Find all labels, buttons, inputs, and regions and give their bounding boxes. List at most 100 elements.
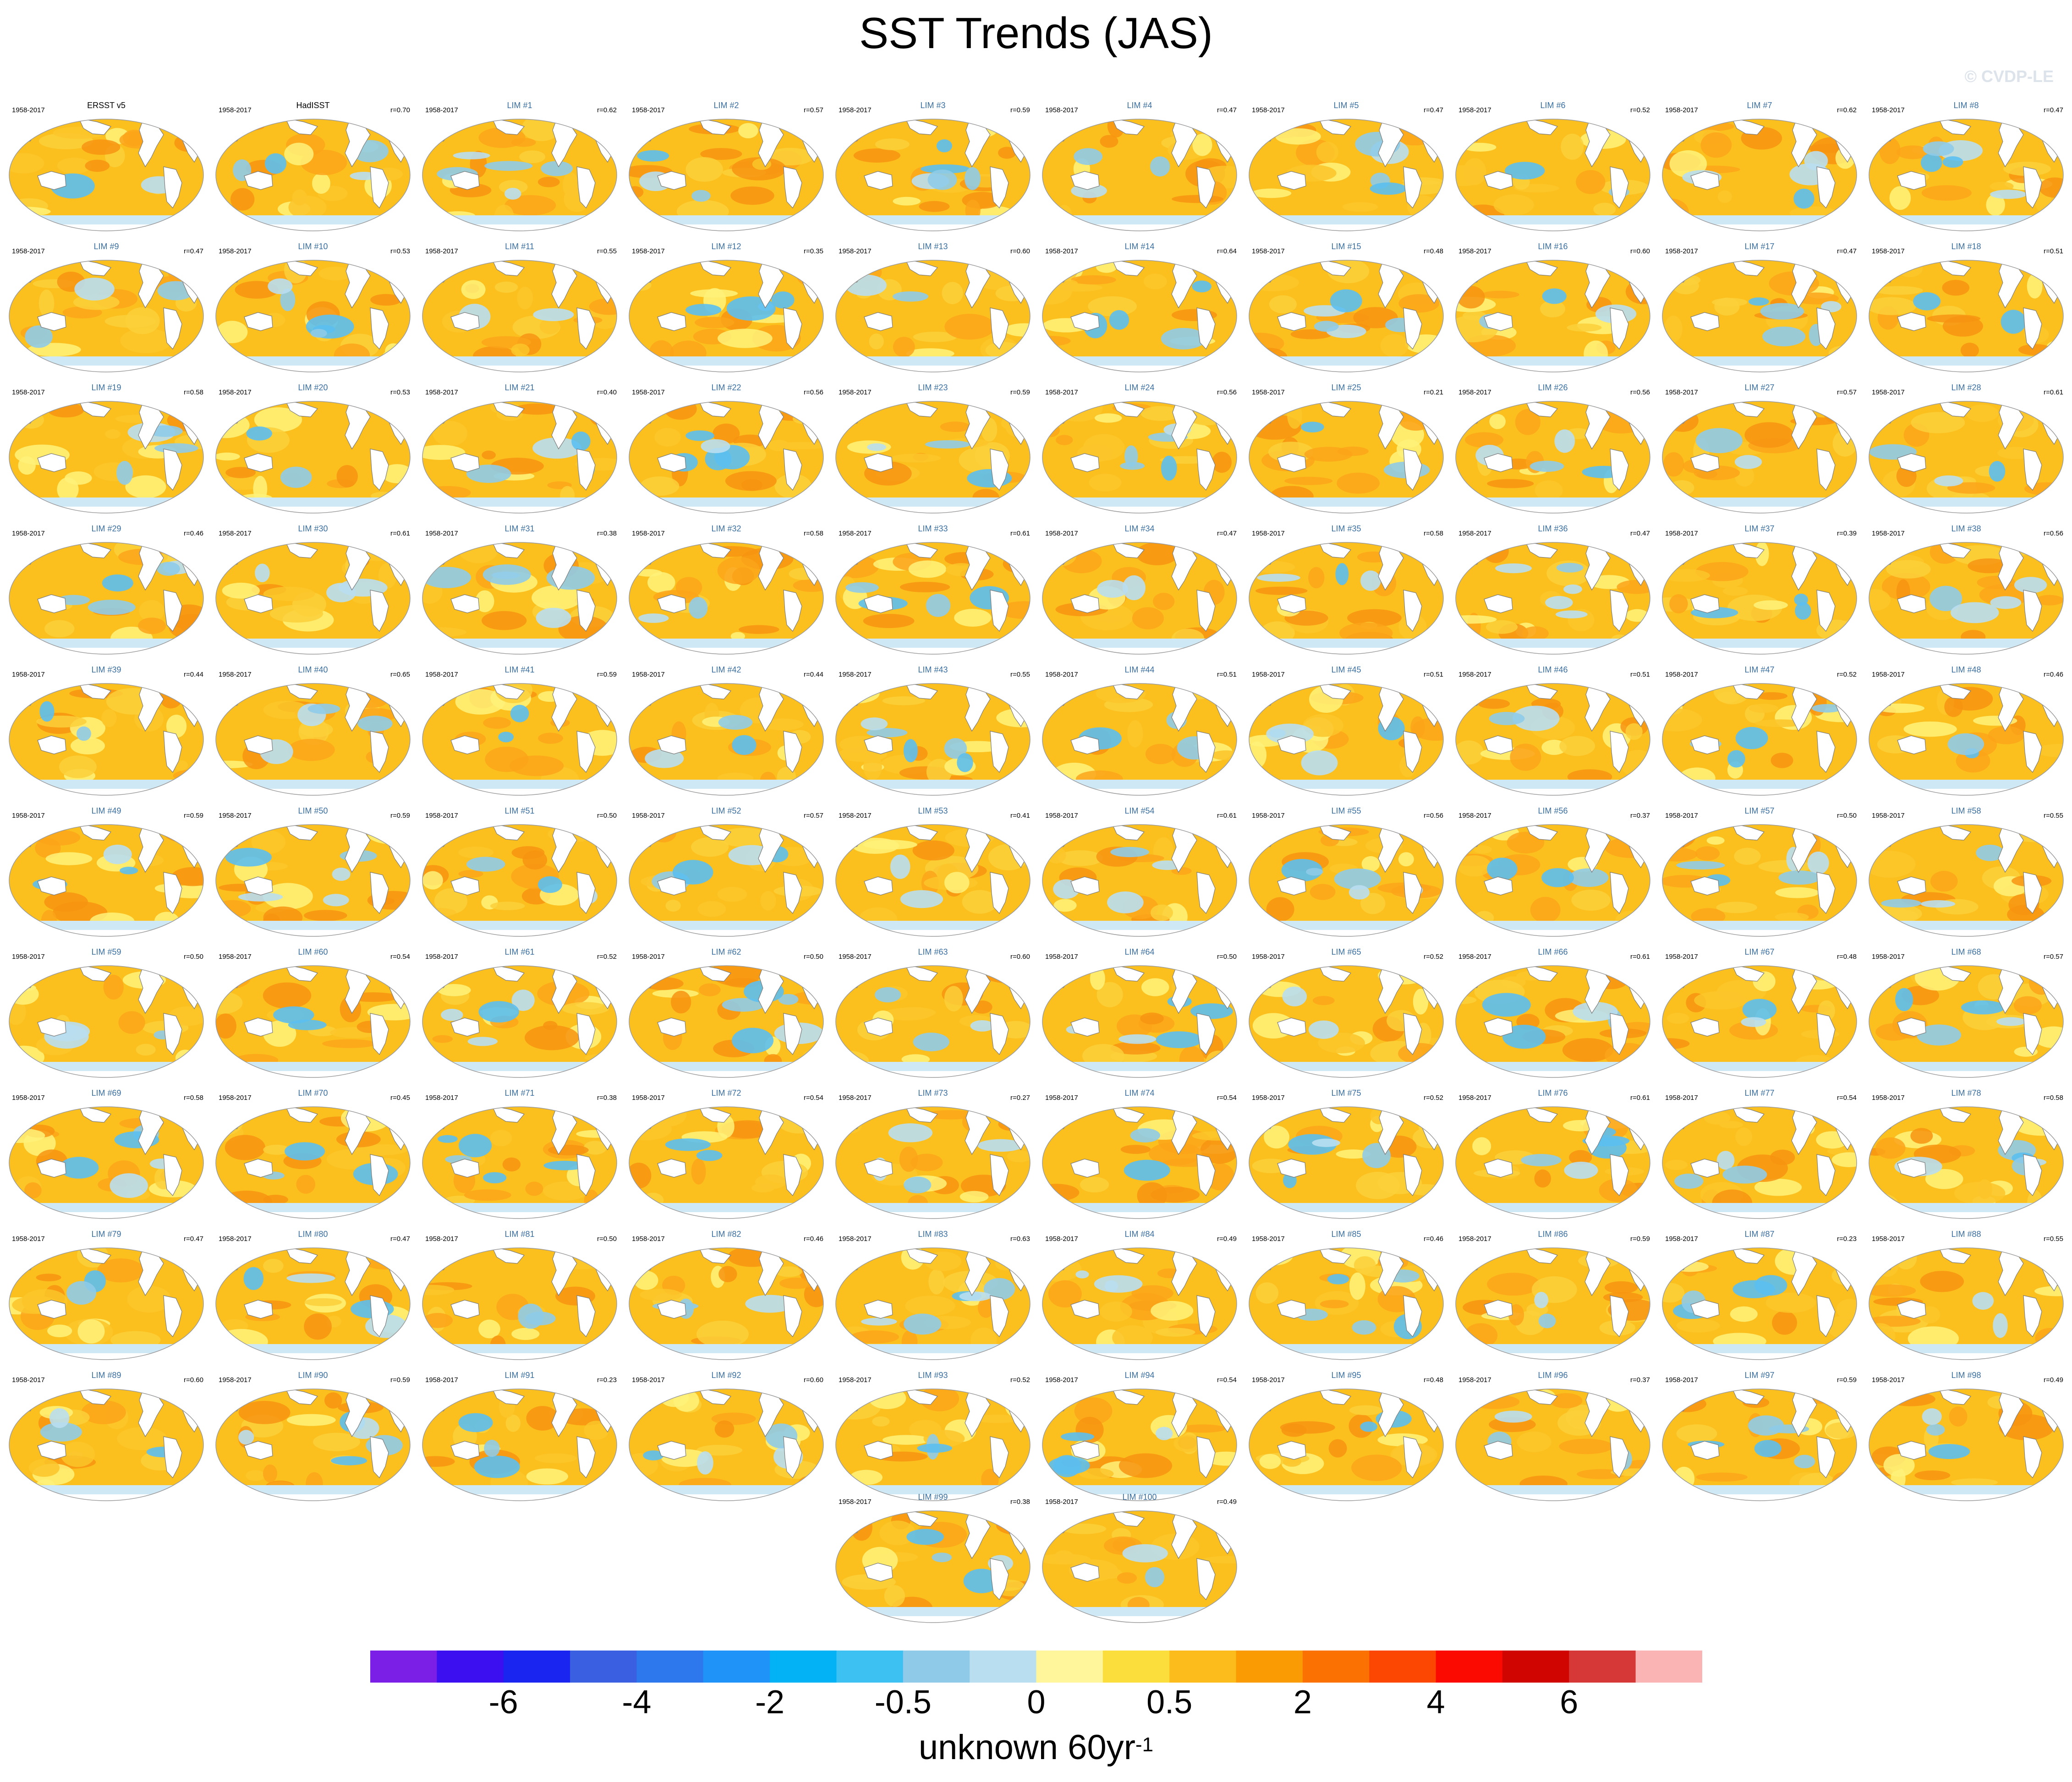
panel-pattern-correlation: r=0.46 — [1424, 1235, 1443, 1243]
sst-trend-map — [1042, 119, 1237, 231]
panel-period-label: 1958-2017 — [632, 1376, 665, 1384]
sst-trend-map — [1249, 260, 1444, 372]
panel-period-label: 1958-2017 — [1872, 1235, 1905, 1243]
colorbar — [370, 1651, 1702, 1683]
panel-pattern-correlation: r=0.59 — [597, 671, 617, 678]
panel-title: LIM #96 — [1538, 1371, 1568, 1380]
panel-pattern-correlation: r=0.47 — [184, 247, 203, 255]
map-panel: 1958-2017 LIM #28 r=0.61 — [1865, 380, 2067, 518]
panel-pattern-correlation: r=0.59 — [390, 1376, 410, 1384]
panel-period-label: 1958-2017 — [632, 1094, 665, 1102]
sst-trend-map — [1249, 1247, 1444, 1360]
sst-trend-map — [422, 965, 617, 1078]
panel-period-label: 1958-2017 — [1252, 1094, 1285, 1102]
map-panel: 1958-2017 LIM #37 r=0.39 — [1659, 521, 1860, 659]
panel-period-label: 1958-2017 — [1252, 530, 1285, 537]
panel-title: LIM #45 — [1331, 665, 1361, 674]
colorbar-tick-label: 2 — [1293, 1684, 1312, 1721]
panel-title: LIM #32 — [711, 524, 741, 533]
panel-title: LIM #42 — [711, 665, 741, 674]
panel-period-label: 1958-2017 — [219, 530, 252, 537]
panel-title: LIM #87 — [1744, 1230, 1775, 1239]
map-panel: 1958-2017 LIM #96 r=0.37 — [1452, 1368, 1654, 1505]
map-panel: 1958-2017 LIM #33 r=0.61 — [832, 521, 1034, 659]
panel-title: LIM #88 — [1951, 1230, 1981, 1239]
map-panel: 1958-2017 LIM #84 r=0.49 — [1039, 1227, 1240, 1364]
panel-title: LIM #70 — [298, 1088, 328, 1098]
map-panel: 1958-2017 LIM #1 r=0.62 — [419, 98, 620, 235]
panel-period-label: 1958-2017 — [219, 388, 252, 396]
panel-title: LIM #84 — [1124, 1230, 1155, 1239]
map-panel: 1958-2017 LIM #38 r=0.56 — [1865, 521, 2067, 659]
panel-period-label: 1958-2017 — [1045, 388, 1078, 396]
sst-trend-map — [1662, 1106, 1857, 1219]
panel-title: LIM #82 — [711, 1230, 741, 1239]
sst-trend-map — [1869, 119, 2064, 231]
sst-trend-map — [629, 401, 824, 514]
map-panel: 1958-2017 LIM #17 r=0.47 — [1659, 239, 1860, 377]
panel-pattern-correlation: r=0.51 — [1217, 671, 1237, 678]
sst-trend-map — [835, 1510, 1031, 1623]
map-panel: 1958-2017 LIM #19 r=0.58 — [5, 380, 207, 518]
panel-title: LIM #48 — [1951, 665, 1981, 674]
colorbar-box — [903, 1651, 970, 1683]
panel-period-label: 1958-2017 — [1872, 671, 1905, 678]
panel-pattern-correlation: r=0.50 — [184, 953, 203, 961]
panel-title: LIM #25 — [1331, 383, 1361, 392]
sst-trend-map — [629, 683, 824, 796]
panel-period-label: 1958-2017 — [1665, 953, 1698, 961]
map-panel: 1958-2017 LIM #16 r=0.60 — [1452, 239, 1654, 377]
map-panel: 1958-2017 LIM #81 r=0.50 — [419, 1227, 620, 1364]
panel-period-label: 1958-2017 — [1872, 1376, 1905, 1384]
panel-pattern-correlation: r=0.65 — [390, 671, 410, 678]
map-panel: 1958-2017 LIM #11 r=0.55 — [419, 239, 620, 377]
panel-pattern-correlation: r=0.50 — [597, 1235, 617, 1243]
panel-pattern-correlation: r=0.49 — [2044, 1376, 2063, 1384]
colorbar-box — [770, 1651, 837, 1683]
map-panel: 1958-2017 LIM #34 r=0.47 — [1039, 521, 1240, 659]
map-panel: 1958-2017 LIM #70 r=0.45 — [212, 1086, 414, 1223]
panel-pattern-correlation: r=0.50 — [1837, 812, 1857, 820]
map-panel: 1958-2017 LIM #47 r=0.52 — [1659, 662, 1860, 800]
panel-pattern-correlation: r=0.59 — [1630, 1235, 1650, 1243]
panel-pattern-correlation: r=0.47 — [1837, 247, 1857, 255]
sst-trend-map — [1869, 260, 2064, 372]
panel-period-label: 1958-2017 — [425, 1376, 458, 1384]
panel-pattern-correlation: r=0.50 — [1217, 953, 1237, 961]
panel-pattern-correlation: r=0.52 — [1424, 953, 1443, 961]
panel-pattern-correlation: r=0.62 — [597, 106, 617, 114]
panel-pattern-correlation: r=0.56 — [804, 388, 823, 396]
watermark: © CVDP-LE — [1964, 67, 2054, 86]
map-panel: 1958-2017 LIM #55 r=0.56 — [1245, 804, 1447, 941]
colorbar-box — [1635, 1651, 1702, 1683]
map-panel: 1958-2017 LIM #83 r=0.63 — [832, 1227, 1034, 1364]
sst-trend-map — [1869, 1106, 2064, 1219]
map-panel: 1958-2017 LIM #12 r=0.35 — [625, 239, 827, 377]
panel-period-label: 1958-2017 — [1665, 106, 1698, 114]
panel-pattern-correlation: r=0.54 — [1837, 1094, 1857, 1102]
panel-period-label: 1958-2017 — [839, 671, 872, 678]
panel-pattern-correlation: r=0.51 — [1424, 671, 1443, 678]
sst-trend-map — [1042, 1510, 1237, 1623]
panel-title: LIM #1 — [507, 101, 532, 110]
panel-pattern-correlation: r=0.50 — [804, 953, 823, 961]
panel-pattern-correlation: r=0.61 — [1010, 530, 1030, 537]
panel-pattern-correlation: r=0.38 — [1010, 1498, 1030, 1506]
panel-period-label: 1958-2017 — [1458, 953, 1491, 961]
panel-pattern-correlation: r=0.49 — [1217, 1235, 1237, 1243]
colorbar-label-exponent: -1 — [1135, 1733, 1154, 1756]
colorbar-box — [1169, 1651, 1237, 1683]
panel-title: LIM #11 — [505, 242, 534, 251]
panel-title: LIM #55 — [1331, 806, 1361, 815]
map-panel: 1958-2017 LIM #18 r=0.51 — [1865, 239, 2067, 377]
sst-trend-map — [1662, 542, 1857, 655]
panel-title: LIM #13 — [918, 242, 948, 251]
sst-trend-map — [835, 260, 1031, 372]
sst-trend-map — [835, 401, 1031, 514]
panel-pattern-correlation: r=0.48 — [1424, 247, 1443, 255]
panel-title: LIM #15 — [1331, 242, 1361, 251]
colorbar-box — [570, 1651, 637, 1683]
sst-trend-map — [422, 1106, 617, 1219]
panel-period-label: 1958-2017 — [839, 388, 872, 396]
colorbar-tick-label: -0.5 — [874, 1684, 932, 1721]
